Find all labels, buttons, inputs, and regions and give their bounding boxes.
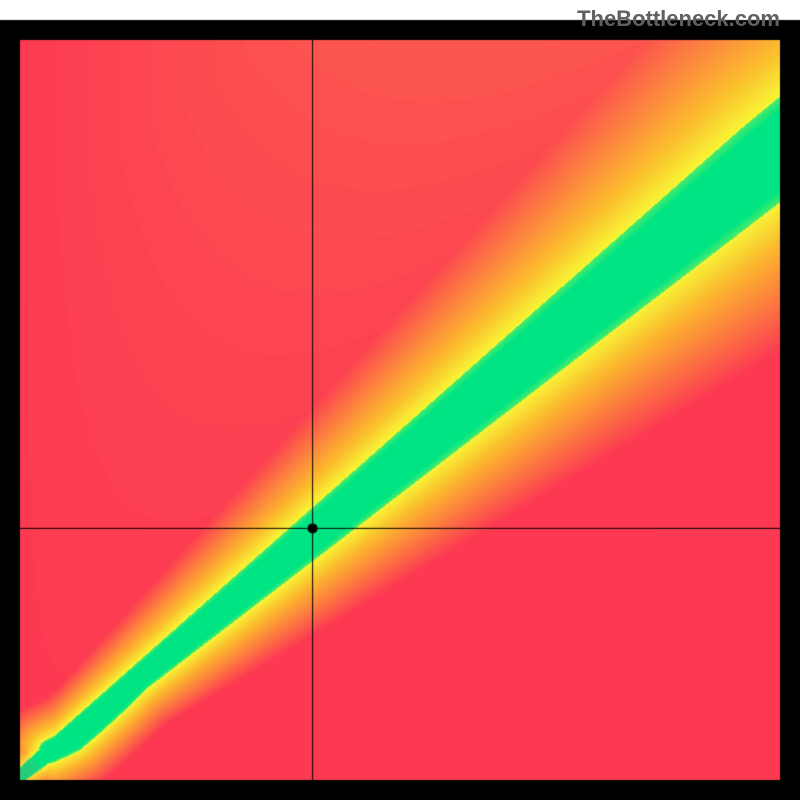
heatmap-canvas [0, 0, 800, 800]
chart-container: TheBottleneck.com [0, 0, 800, 800]
watermark-text: TheBottleneck.com [577, 6, 780, 32]
